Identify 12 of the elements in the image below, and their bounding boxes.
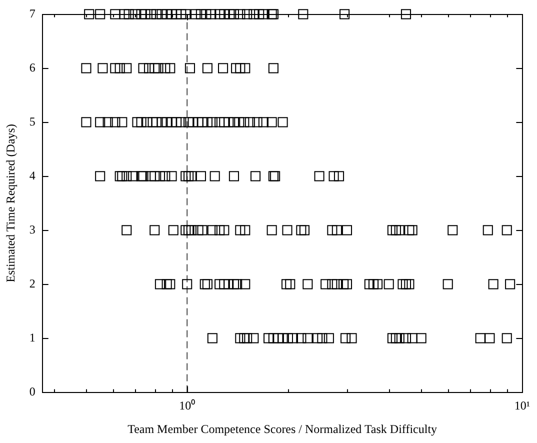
x-tick-label: 10⁰ bbox=[179, 398, 196, 413]
x-axis-title: Team Member Competence Scores / Normalized Task Difficulty bbox=[128, 422, 438, 436]
y-tick-label: 6 bbox=[29, 60, 36, 74]
y-tick-label: 4 bbox=[29, 168, 36, 182]
y-tick-label: 3 bbox=[29, 222, 36, 236]
y-tick-label: 1 bbox=[29, 330, 36, 344]
y-tick-label: 7 bbox=[29, 6, 36, 20]
y-tick-label: 5 bbox=[29, 114, 36, 128]
y-tick-label: 0 bbox=[29, 384, 36, 398]
x-tick-label: 10¹ bbox=[514, 398, 530, 413]
y-axis-title: Estimated Time Required (Days) bbox=[3, 124, 18, 282]
y-tick-label: 2 bbox=[29, 276, 36, 290]
